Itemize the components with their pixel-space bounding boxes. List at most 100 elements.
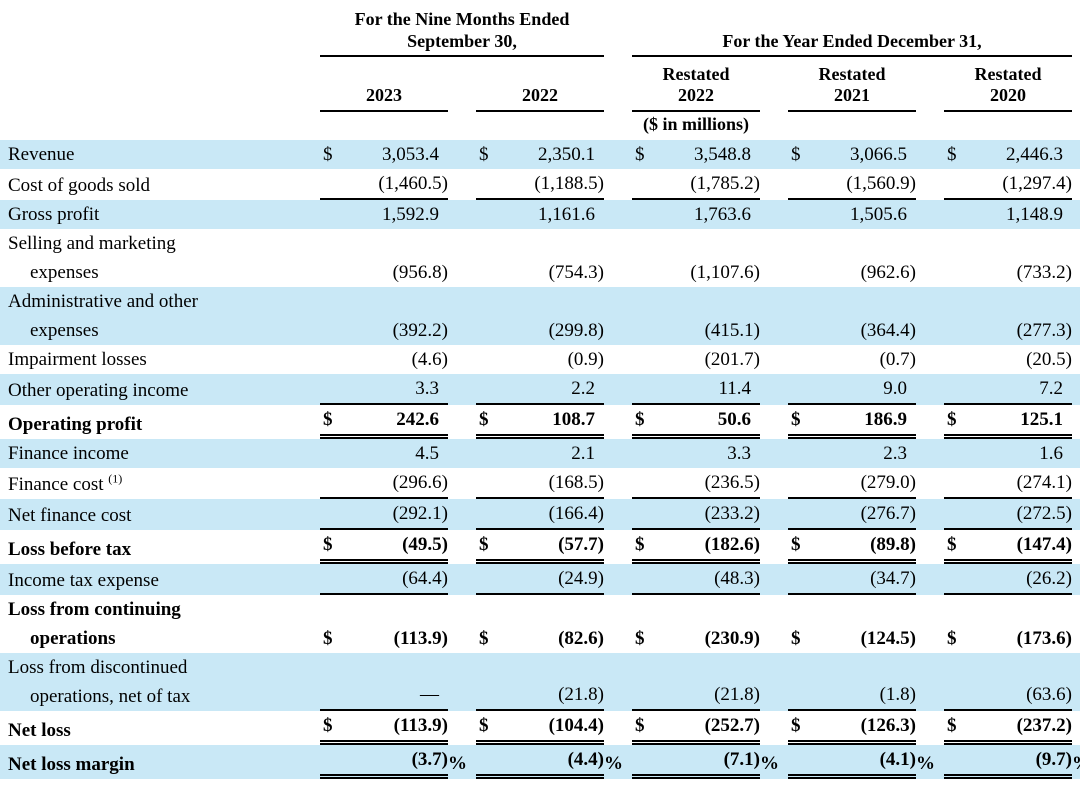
value-cell: 9.0: [788, 374, 916, 405]
value-cell: 7.2: [944, 374, 1072, 405]
dollar-sign: $: [323, 144, 333, 165]
value-number: (1,188.5): [534, 173, 604, 194]
value-number: (63.6): [1026, 684, 1072, 705]
value-number: (956.8): [392, 262, 448, 283]
value-cell: (292.1): [320, 499, 448, 530]
row-label: Impairment losses: [8, 349, 147, 370]
value-cell: 1,505.6: [788, 200, 916, 229]
value-number: 1,763.6: [694, 204, 751, 225]
value-number: (173.6): [1016, 628, 1072, 649]
value-number: (1,107.6): [690, 262, 760, 283]
value-cell: (21.8): [476, 680, 604, 711]
value-number: (124.5): [860, 628, 916, 649]
value-cell: (364.4): [788, 316, 916, 345]
value-cell: 1,148.9: [944, 200, 1072, 229]
row-label: Administrative and other expenses: [8, 291, 198, 341]
value-number: (276.7): [860, 503, 916, 524]
percent-sign: %: [1072, 749, 1080, 778]
value-cell: $3,066.5: [788, 140, 916, 169]
table-row: Administrative and other expenses (392.2) (…: [0, 287, 1080, 345]
table-row: Revenue $3,053.4 $2,350.1 $3,548.8 $3,066.5 $…: [0, 140, 1080, 169]
value-number: (233.2): [704, 503, 760, 524]
value-cell: $242.6: [320, 405, 448, 439]
dollar-sign: $: [635, 628, 645, 649]
value-number: (48.3): [714, 568, 760, 589]
value-number: (182.6): [704, 534, 760, 555]
row-label: Other operating income: [8, 380, 189, 401]
value-cell: $ (147.4): [944, 530, 1072, 564]
year-column-header: Restated 2021: [788, 64, 916, 112]
value-cell: (392.2): [320, 316, 448, 345]
dollar-sign: $: [635, 409, 645, 430]
value-number: (4.1): [879, 749, 916, 770]
value-cell: 1.6: [944, 439, 1072, 468]
value-cell: (3.7)%: [320, 745, 467, 779]
value-cell: 3.3: [320, 374, 448, 405]
value-number: 242.6: [396, 409, 439, 430]
units-note: ($ in millions): [642, 114, 749, 134]
table-row: Loss before tax $ (49.5) $ (57.7) $ (182.6) $ (8…: [0, 530, 1080, 564]
value-number: (4.4): [567, 749, 604, 770]
table-header-years: 2023 2022 Restated 2022 Restated 2021 Restated…: [0, 64, 1080, 112]
value-number: (415.1): [704, 320, 760, 341]
dollar-sign: $: [791, 409, 801, 430]
value-cell: —: [320, 680, 448, 711]
value-cell: (4.6): [320, 345, 448, 374]
dollar-sign: $: [635, 715, 645, 736]
value-number: (168.5): [548, 472, 604, 493]
table-row: Income tax expense (64.4) (24.9) (48.3) (34.…: [0, 564, 1080, 595]
year-column-header: Restated 2020: [944, 64, 1072, 112]
value-number: (9.7): [1035, 749, 1072, 770]
value-cell: (201.7): [632, 345, 760, 374]
value-number: 7.2: [1039, 378, 1063, 399]
year-column-header: 2023: [320, 85, 448, 112]
value-number: (1.8): [879, 684, 916, 705]
dollar-sign: $: [791, 144, 801, 165]
value-cell: (236.5): [632, 468, 760, 499]
value-number: (236.5): [704, 472, 760, 493]
row-label: Income tax expense: [8, 570, 159, 591]
dollar-sign: $: [323, 628, 333, 649]
value-number: 2,350.1: [538, 144, 595, 165]
value-number: (277.3): [1016, 320, 1072, 341]
value-number: (274.1): [1016, 472, 1072, 493]
value-number: 125.1: [1020, 409, 1063, 430]
row-label: Cost of goods sold: [8, 175, 150, 196]
dollar-sign: $: [791, 628, 801, 649]
value-number: (272.5): [1016, 503, 1072, 524]
value-cell: (4.4)%: [476, 745, 623, 779]
dollar-sign: $: [635, 144, 645, 165]
value-number: 3.3: [415, 378, 439, 399]
value-number: (64.4): [402, 568, 448, 589]
value-number: (7.1): [723, 749, 760, 770]
value-cell: (296.6): [320, 468, 448, 499]
value-cell: $ (237.2): [944, 711, 1072, 745]
value-cell: 4.5: [320, 439, 448, 468]
value-number: 1,148.9: [1006, 204, 1063, 225]
value-number: (113.9): [393, 715, 448, 736]
value-cell: $ (173.6): [944, 624, 1072, 653]
col-group-nine-months: For the Nine Months Ended September 30,: [320, 8, 604, 57]
dollar-sign: $: [479, 715, 489, 736]
row-label: Loss from discontinued operations, net of…: [8, 657, 191, 707]
value-cell: (26.2): [944, 564, 1072, 595]
value-number: 1,505.6: [850, 204, 907, 225]
table-row: Impairment losses (4.6) (0.9) (201.7) (0.7) (…: [0, 345, 1080, 374]
value-number: —: [420, 684, 439, 705]
value-number: 2.2: [571, 378, 595, 399]
value-cell: (754.3): [476, 258, 604, 287]
value-number: (252.7): [704, 715, 760, 736]
table-header-groups: For the Nine Months Ended September 30, …: [0, 8, 1080, 57]
year-column-header: Restated 2022: [632, 64, 760, 112]
footnote-marker: (1): [108, 471, 123, 486]
dollar-sign: $: [479, 628, 489, 649]
value-cell: $ (49.5): [320, 530, 448, 564]
value-number: 1,592.9: [382, 204, 439, 225]
value-cell: (1.8): [788, 680, 916, 711]
value-number: (21.8): [714, 684, 760, 705]
value-cell: (1,785.2): [632, 169, 760, 200]
dollar-sign: $: [479, 144, 489, 165]
value-cell: (962.6): [788, 258, 916, 287]
percent-sign: %: [604, 753, 623, 774]
